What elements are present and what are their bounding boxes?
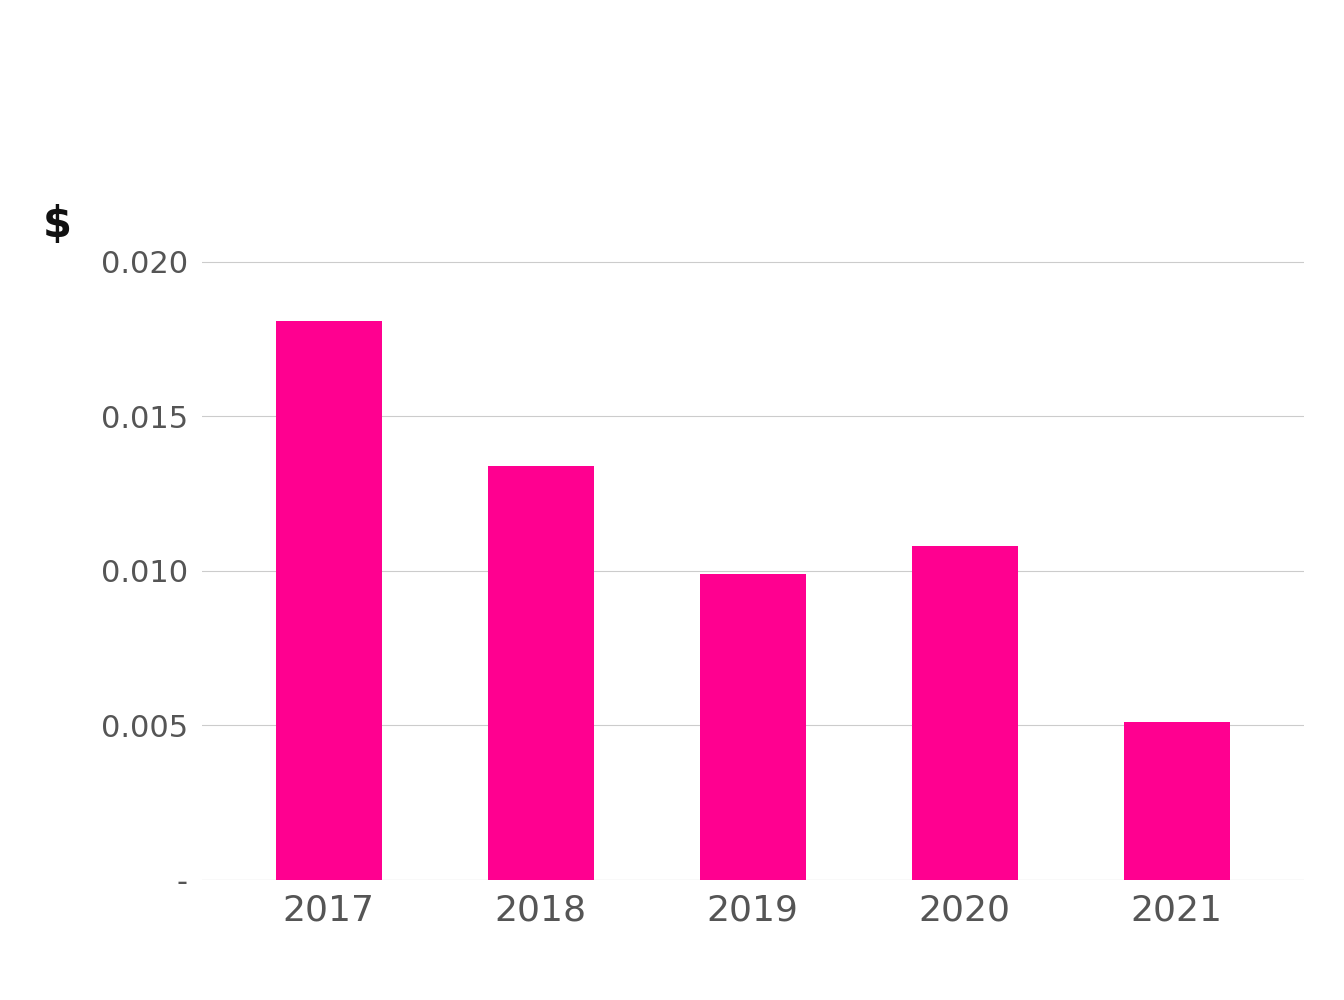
Bar (276, 321, 382, 880)
Text: $: $ (43, 204, 73, 246)
Bar (488, 466, 594, 880)
Text: Giveback over each dollar of written premium: Giveback over each dollar of written pre… (59, 57, 1285, 103)
Bar (1124, 722, 1230, 880)
Bar (911, 546, 1017, 880)
Bar (700, 574, 805, 880)
